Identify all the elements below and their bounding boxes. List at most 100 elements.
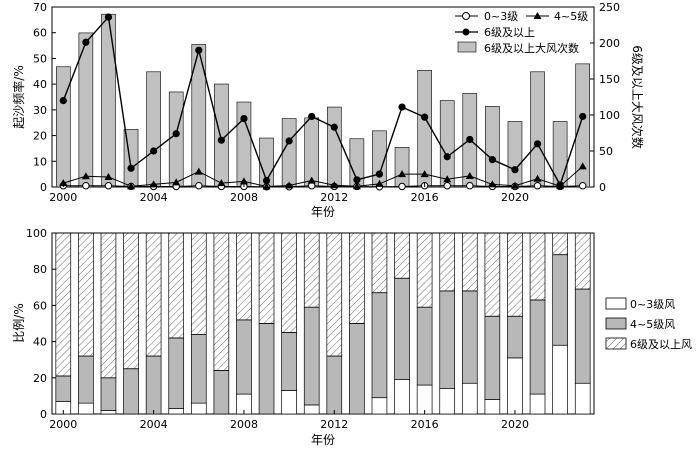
point-6plus-2020 — [511, 166, 519, 174]
gale-count-bar-2021 — [530, 71, 545, 188]
point-4-5-2009 — [262, 182, 271, 190]
point-4-5-2000 — [59, 179, 68, 187]
top-x-tick-label: 2012 — [320, 191, 348, 204]
stack-bar-2-2006 — [190, 232, 207, 335]
stack-bar-2-2003 — [123, 232, 139, 370]
point-0-3-2021 — [533, 182, 542, 190]
stack-bar-0-2002 — [100, 410, 117, 415]
bottom-x-axis-label: 年份 — [311, 433, 335, 447]
point-6plus-2017 — [443, 153, 451, 161]
gale-count-bar-2004 — [146, 71, 161, 188]
point-4-5-2003 — [127, 182, 136, 190]
line-4-5 — [63, 166, 584, 187]
point-6plus-2006 — [195, 46, 203, 54]
gale-count-bar-2019 — [485, 106, 500, 188]
top-bars — [55, 13, 591, 188]
stack-bar-2-2002 — [100, 232, 117, 379]
stack-bar-0-2014 — [371, 397, 388, 415]
point-0-3-2023 — [579, 182, 587, 190]
bottom-y-axis-label: 比例/% — [12, 303, 26, 342]
stack-bar-2-2011 — [303, 232, 320, 308]
stack-bar-2-2009 — [258, 232, 275, 324]
point-6plus-2003 — [127, 164, 135, 172]
gale-count-bar-2015 — [394, 147, 410, 188]
top-y2-axis-label: 6级及以上大风次数 — [630, 45, 645, 149]
point-4-5-2016 — [420, 170, 429, 178]
top-x-tick-label: 2016 — [411, 191, 439, 204]
point-4-5-2011 — [307, 176, 316, 184]
stack-bar-1-2023 — [574, 288, 591, 384]
stack-bar-2-2020 — [507, 232, 523, 317]
point-4-5-2008 — [239, 177, 248, 185]
stack-bar-1-2021 — [529, 299, 546, 395]
legend-swatch-4-5-wind — [605, 317, 627, 330]
stack-bar-1-2016 — [416, 306, 433, 386]
top-y-tick-label: 30 — [33, 104, 47, 117]
bottom-x-tick-label: 2008 — [230, 418, 258, 431]
legend-label-0-3: 0~3级 — [484, 10, 518, 23]
point-6plus-2008 — [240, 115, 248, 123]
point-4-5-2019 — [488, 180, 497, 188]
stack-bar-0-2010 — [281, 390, 297, 415]
point-6plus-2015 — [398, 103, 406, 111]
top-x-axis-ticks: 2000 2004 2008 2012 2016 2020 — [49, 183, 529, 204]
gale-count-bar-2020 — [507, 121, 523, 188]
point-6plus-2021 — [533, 140, 542, 148]
stack-bar-1-2008 — [236, 319, 252, 395]
point-0-3-2015 — [398, 182, 406, 191]
gale-count-bar-2017 — [439, 100, 455, 188]
bottom-legend: 0~3级风 4~5级风 6级及以上风 — [605, 297, 692, 351]
top-y-tick-label: 0 — [40, 181, 47, 194]
point-0-3-2006 — [195, 182, 203, 190]
legend-label-4-5-wind: 4~5级风 — [630, 318, 675, 331]
gale-count-bar-2008 — [236, 101, 252, 188]
stack-bar-1-2020 — [507, 315, 523, 359]
legend-swatch-0-3-wind — [605, 297, 627, 310]
stack-bar-2-2000 — [55, 232, 72, 377]
bottom-y-tick-label: 80 — [33, 263, 47, 276]
line-0-3 — [63, 185, 583, 188]
bottom-bars — [55, 232, 591, 415]
top-x-tick-label: 2020 — [501, 191, 529, 204]
stack-bar-1-2004 — [145, 355, 162, 415]
stack-bar-1-2010 — [281, 332, 297, 391]
top-y2-tick-label: 0 — [599, 181, 606, 194]
stack-bar-0-2006 — [190, 402, 207, 415]
stack-bar-1-2001 — [78, 355, 94, 404]
gale-count-bar-2010 — [281, 118, 297, 188]
bottom-x-tick-label: 2016 — [411, 418, 439, 431]
line-6plus — [62, 15, 584, 187]
top-x-tick-label: 2008 — [230, 191, 258, 204]
top-y2-tick-label: 200 — [599, 37, 620, 50]
stack-bar-2-2005 — [168, 232, 185, 339]
stack-bar-0-2011 — [303, 404, 320, 415]
point-6plus-2001 — [82, 38, 90, 46]
point-4-5-2021 — [533, 174, 542, 182]
stack-bar-0-2015 — [394, 379, 410, 415]
stack-bar-0-2005 — [168, 408, 185, 415]
bottom-y-axis-ticks: 0 20 40 60 80 100 — [26, 227, 56, 421]
stack-bar-1-2007 — [213, 370, 230, 415]
stack-bar-1-2009 — [258, 323, 275, 415]
point-4-5-2018 — [465, 171, 474, 179]
top-x-axis-label: 年份 — [311, 205, 335, 219]
stack-bar-1-2013 — [349, 323, 365, 415]
stack-bar-1-2000 — [55, 375, 72, 402]
stack-bar-1-2006 — [190, 334, 207, 404]
point-0-3-2001 — [82, 182, 90, 190]
stack-bar-0-2017 — [439, 388, 456, 415]
bottom-x-tick-label: 2004 — [140, 418, 168, 431]
point-6plus-2022 — [556, 181, 564, 189]
stack-bar-2-2023 — [574, 232, 591, 290]
bottom-y-tick-label: 20 — [33, 372, 47, 385]
top-y-tick-label: 10 — [33, 155, 47, 168]
top-lines — [59, 13, 587, 191]
stack-bar-2-2001 — [78, 232, 94, 357]
stack-bar-2-2015 — [394, 232, 410, 279]
legend-label-0-3-wind: 0~3级风 — [630, 298, 675, 311]
stack-bar-2-2022 — [552, 232, 568, 256]
gale-count-bar-2000 — [55, 66, 71, 188]
stack-bar-1-2005 — [168, 337, 185, 409]
bottom-x-tick-label: 2020 — [501, 418, 529, 431]
